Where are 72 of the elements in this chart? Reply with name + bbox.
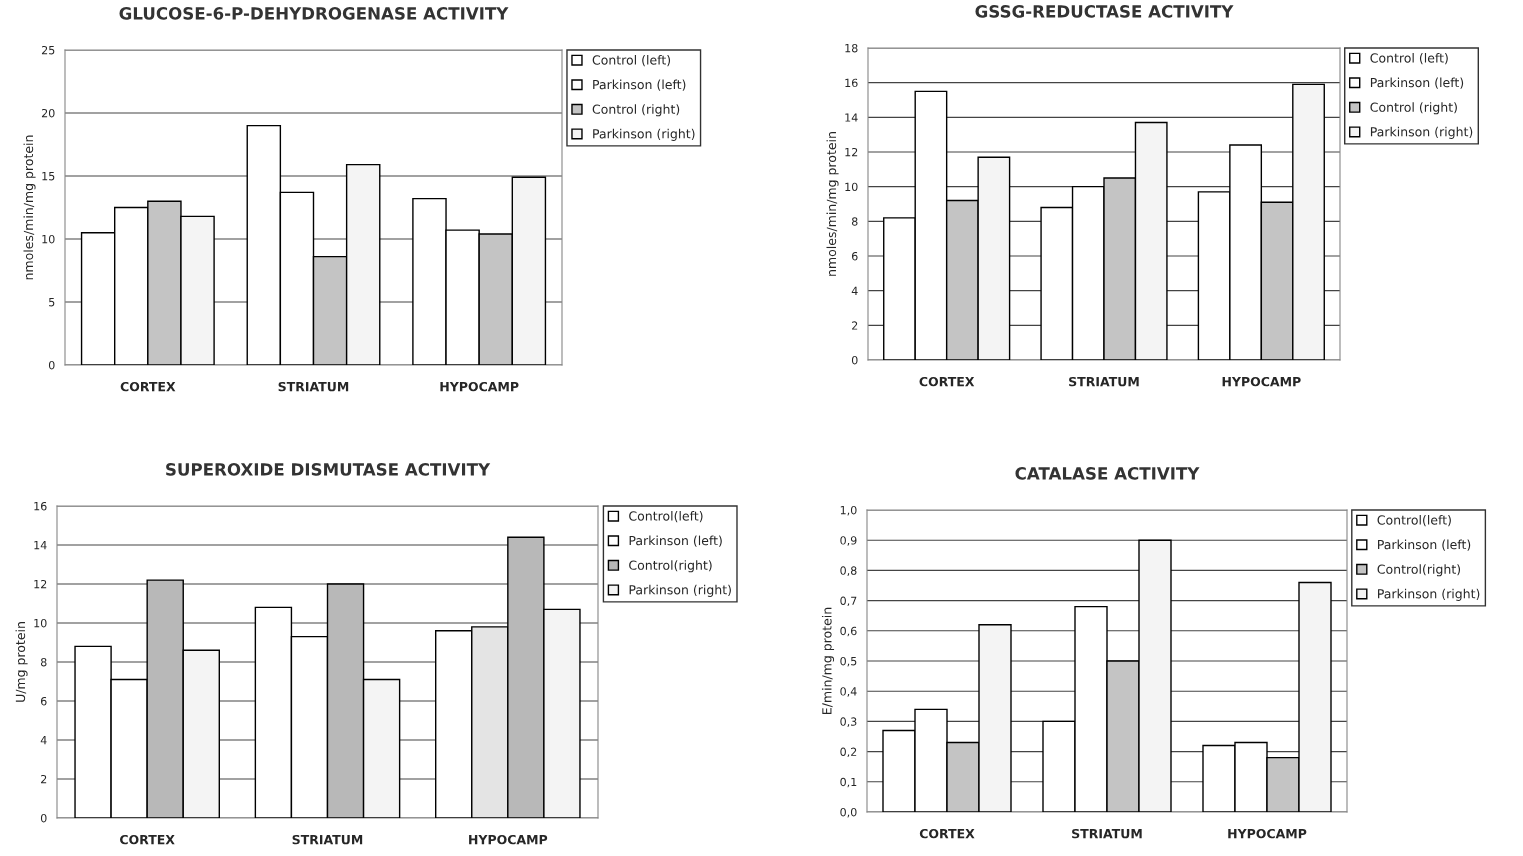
y-tick-label: 8 — [851, 217, 858, 226]
y-tick-label: 20 — [41, 108, 55, 118]
x-tick-label: HYPOCAMP — [1222, 376, 1301, 387]
x-tick-label: HYPOCAMP — [469, 834, 548, 845]
y-tick-label: 0 — [40, 813, 47, 823]
y-tick-label: 4 — [851, 286, 858, 295]
x-tick-label: STRIATUM — [278, 381, 349, 392]
y-tick-label: 0,8 — [840, 566, 857, 576]
legend-label: Control (right) — [1370, 102, 1457, 115]
y-tick-label: 10 — [845, 182, 858, 192]
y-tick-label: 0,6 — [840, 626, 857, 637]
chart-title: CATALASE ACTIVITY — [1015, 467, 1200, 480]
legend-label: Control (left) — [1370, 53, 1448, 65]
y-tick-label: 0 — [851, 355, 858, 365]
x-tick-label: STRIATUM — [292, 834, 363, 845]
legend-label: Control (left) — [592, 55, 671, 67]
y-tick-label: 15 — [42, 172, 55, 181]
y-tick-label: 14 — [845, 113, 858, 122]
chart-title: GLUCOSE-6-P-DEHYDROGENASE ACTIVITY — [119, 7, 509, 20]
y-tick-label: 18 — [845, 43, 858, 53]
x-tick-label: HYPOCAMP — [1228, 828, 1307, 839]
y-tick-label: 0,5 — [840, 656, 857, 667]
legend-label: Parkinson (left) — [593, 79, 686, 91]
y-tick-label: 0,7 — [840, 596, 857, 607]
legend-label: Control(right) — [629, 560, 712, 573]
y-tick-label: 12 — [34, 579, 47, 589]
chart-title: GSSG-REDUCTASE ACTIVITY — [975, 5, 1234, 18]
x-tick-label: CORTEX — [120, 834, 175, 845]
x-tick-label: CORTEX — [919, 376, 975, 387]
y-tick-label: 10 — [34, 618, 47, 628]
chart-title: SUPEROXIDE DISMUTASE ACTIVITY — [166, 463, 491, 476]
legend-label: Parkinson (left) — [1370, 77, 1464, 89]
y-tick-label: 6 — [851, 251, 858, 261]
x-tick-label: CORTEX — [120, 381, 176, 392]
y-tick-label: 6 — [40, 696, 47, 706]
y-tick-label: 0,0 — [840, 807, 857, 818]
y-axis-title: U/mg protein — [15, 622, 28, 702]
legend-label: Parkinson (right) — [1370, 126, 1473, 139]
y-tick-label: 25 — [41, 45, 55, 55]
y-tick-label: 10 — [42, 234, 55, 244]
y-tick-label: 5 — [49, 298, 55, 307]
y-tick-label: 2 — [41, 774, 47, 784]
y-axis-title: nmoles/min/mg protein — [23, 135, 36, 280]
y-tick-label: 0,4 — [840, 687, 857, 697]
legend-label: Control(left) — [1377, 515, 1451, 527]
legend-label: Control(right) — [1377, 564, 1461, 577]
y-tick-label: 0,3 — [840, 717, 857, 727]
y-tick-label: 16 — [34, 501, 47, 511]
y-tick-label: 1,0 — [840, 505, 857, 516]
y-tick-label: 0,1 — [840, 777, 857, 788]
y-tick-label: 8 — [40, 657, 47, 667]
x-tick-label: HYPOCAMP — [440, 381, 519, 392]
y-tick-label: 12 — [845, 147, 858, 157]
y-tick-label: 4 — [40, 736, 47, 745]
legend-label: Parkinson (right) — [593, 128, 695, 141]
y-tick-label: 0 — [48, 360, 55, 370]
y-tick-label: 0,9 — [840, 536, 857, 546]
y-tick-label: 0,2 — [840, 747, 857, 758]
legend-label: Control(left) — [629, 511, 703, 523]
x-tick-label: STRIATUM — [1069, 376, 1139, 387]
x-tick-label: STRIATUM — [1072, 828, 1142, 839]
legend-label: Parkinson (left) — [629, 535, 722, 547]
legend-label: Parkinson (right) — [629, 584, 731, 597]
y-tick-label: 16 — [845, 78, 858, 88]
y-tick-label: 14 — [34, 541, 47, 550]
y-tick-label: 2 — [852, 321, 858, 330]
y-axis-title: nmoles/min/mg protein — [826, 132, 839, 276]
legend-label: Parkinson (left) — [1378, 539, 1471, 551]
y-axis-title: E/min/mg protein — [821, 607, 835, 714]
legend-label: Parkinson (right) — [1378, 588, 1480, 601]
x-tick-label: CORTEX — [919, 828, 975, 839]
legend-label: Control (right) — [592, 104, 680, 117]
